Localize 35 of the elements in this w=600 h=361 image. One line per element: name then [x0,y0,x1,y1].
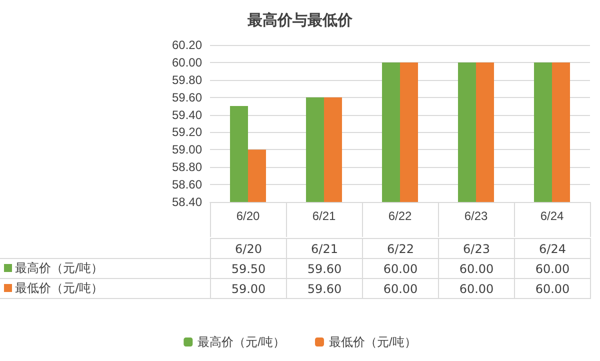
category-label: 6/22 [387,242,414,256]
category-label: 6/21 [311,242,338,256]
category-label: 6/23 [463,242,490,256]
x-tick-label: 6/20 [236,209,260,223]
legend-label: 最低价（元/吨） [329,335,416,349]
y-tick-label: 60.20 [172,38,202,52]
data-label: 60.00 [438,278,514,298]
y-tick-label: 58.60 [172,178,202,192]
data-label: 59.50 [210,258,286,278]
chart-title: 最高价与最低价 [246,11,354,29]
x-tick-label: 6/23 [464,209,488,223]
y-tick-label: 59.00 [172,142,202,157]
data-label: 59.00 [210,278,286,298]
category-label: 6/24 [539,242,566,256]
data-label: 60.00 [438,258,514,278]
data-label: 59.60 [286,278,362,298]
data-label: 59.60 [286,258,362,278]
data-label: 60.00 [362,278,438,298]
y-tick-label: 59.40 [172,108,202,122]
data-label: 60.00 [362,258,438,278]
x-tick-label: 6/22 [388,209,412,223]
text: 最低价（元/吨） [15,281,104,295]
y-tick-label: 59.60 [172,90,202,104]
data-label: 60.00 [514,278,590,298]
y-tick-label: 59.20 [172,125,202,140]
y-tick-label: 60.00 [172,55,202,70]
y-tick-label: 59.80 [172,72,202,87]
y-tick-label: 58.80 [172,160,202,174]
text: 最高价（元/吨） [15,261,104,275]
y-tick-label: 58.40 [172,195,202,209]
data-label: 60.00 [514,258,590,278]
legend-label: 最高价（元/吨） [198,335,286,349]
x-tick-label: 6/21 [312,209,336,223]
x-tick-label: 6/24 [540,209,564,223]
category-label: 6/20 [235,242,262,256]
